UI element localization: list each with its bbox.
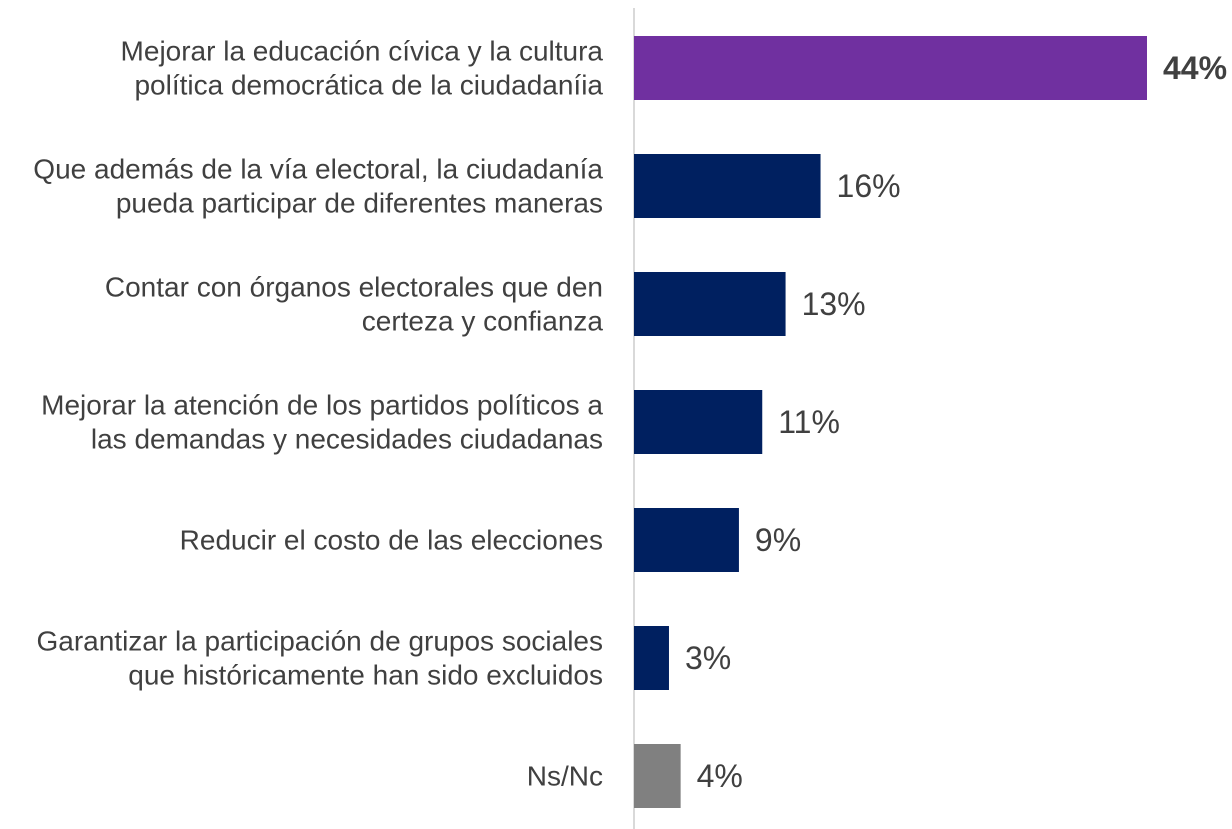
category-label: que históricamente han sido excluidos	[128, 660, 603, 691]
category-label: Ns/Nc	[527, 761, 603, 792]
bar-group: 44% Mejorar la educación cívica y la cult…	[121, 36, 1228, 101]
category-label: Garantizar la participación de grupos so…	[36, 626, 603, 657]
category-label: pueda participar de diferentes maneras	[116, 188, 603, 219]
value-label: 3%	[685, 640, 731, 676]
value-label: 16%	[837, 168, 901, 204]
value-label: 11%	[778, 404, 840, 440]
bar	[634, 626, 669, 690]
bar	[634, 36, 1147, 100]
bars-layer: 44% Mejorar la educación cívica y la cult…	[33, 36, 1228, 808]
bar-group: 16% Que además de la vía electoral, la ci…	[33, 154, 900, 219]
bar	[634, 744, 681, 808]
category-label: Contar con órganos electorales que den	[105, 272, 603, 303]
category-label: Mejorar la atención de los partidos polí…	[41, 390, 603, 421]
category-label: Mejorar la educación cívica y la cultura	[121, 36, 604, 67]
category-label: política democrática de la ciudadaníia	[134, 70, 603, 101]
value-label: 13%	[802, 286, 866, 322]
bar	[634, 508, 739, 572]
bar-group: 11% Mejorar la atención de los partidos p…	[41, 390, 840, 455]
bar	[634, 272, 786, 336]
bar-group: 13% Contar con órganos electorales que de…	[105, 272, 866, 337]
category-label: Que además de la vía electoral, la ciuda…	[33, 154, 603, 185]
category-label: Reducir el costo de las elecciones	[180, 525, 603, 556]
value-label: 9%	[755, 522, 801, 558]
bar-group: 9% Reducir el costo de las elecciones	[180, 508, 801, 572]
value-label: 44%	[1163, 50, 1227, 86]
value-label: 4%	[697, 758, 743, 794]
bar	[634, 154, 821, 218]
bar-group: 3% Garantizar la participación de grupos …	[36, 626, 731, 691]
category-label: las demandas y necesidades ciudadanas	[91, 424, 603, 455]
bar	[634, 390, 763, 454]
category-label: certeza y confianza	[362, 306, 604, 337]
bar-group: 4% Ns/Nc	[527, 744, 743, 808]
